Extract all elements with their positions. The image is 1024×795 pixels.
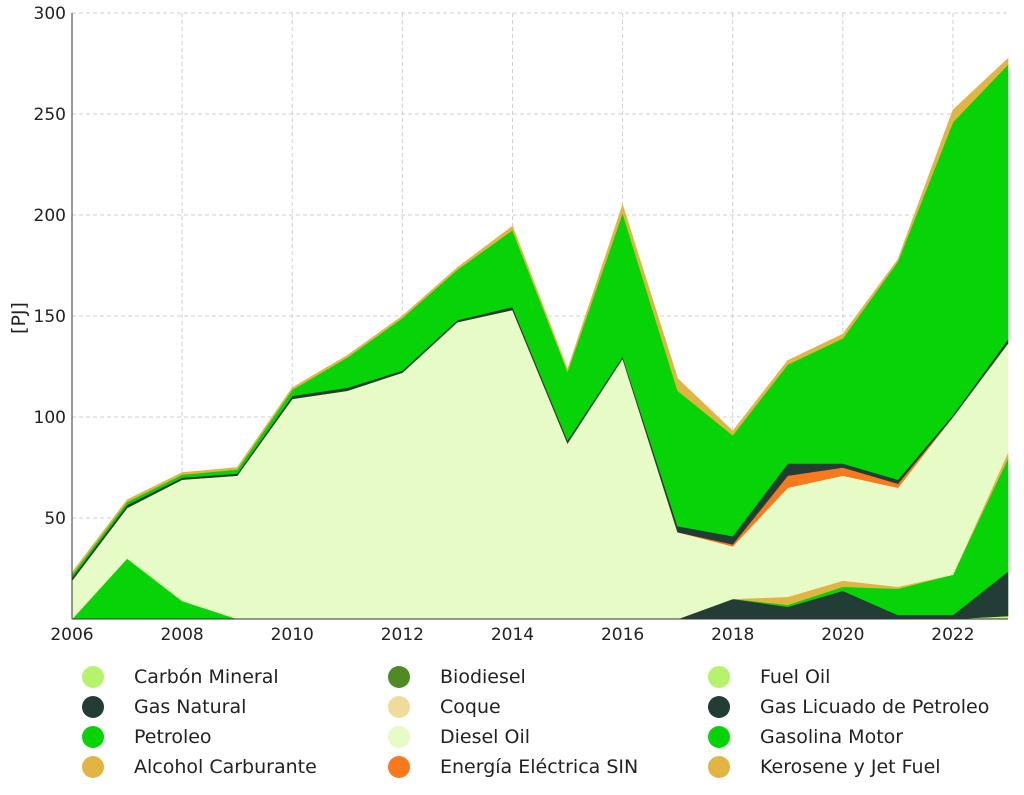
legend-label: Gas Licuado de Petroleo: [760, 696, 990, 718]
area-kerosene-y-jet-fuel: [71, 57, 1009, 576]
axes: 2006 2008 2010 2012 2014 2016 2018 2020 2022 50 10…: [34, 4, 1008, 645]
legend-label: Alcohol Carburante: [134, 756, 317, 778]
y-tick-label: 100: [34, 408, 66, 428]
legend-item: Gas Licuado de Petroleo: [708, 692, 989, 722]
x-tick-label: 2020: [821, 625, 864, 645]
legend-item: Biodiesel: [388, 662, 526, 692]
y-axis-label: [PJ]: [8, 302, 30, 334]
legend-swatch: [82, 696, 104, 718]
legend-item: Carbón Mineral: [82, 662, 279, 692]
legend-item: Petroleo: [82, 722, 212, 752]
x-tick-label: 2010: [271, 625, 314, 645]
x-tick-label: 2006: [50, 625, 93, 645]
legend-swatch: [82, 726, 104, 748]
x-tick-label: 2022: [931, 625, 974, 645]
legend-item: Gasolina Motor: [708, 722, 903, 752]
legend-item: Gas Natural: [82, 692, 246, 722]
legend-label: Petroleo: [134, 726, 212, 748]
legend: Carbón Mineral Biodiesel Fuel Oil Gas Natur…: [0, 660, 1024, 790]
legend-label: Fuel Oil: [760, 666, 831, 688]
y-tick-label: 150: [34, 307, 66, 327]
legend-label: Carbón Mineral: [134, 666, 279, 688]
legend-label: Diesel Oil: [440, 726, 531, 748]
legend-swatch: [388, 756, 410, 778]
legend-swatch: [388, 696, 410, 718]
y-tick-label: 50: [44, 509, 66, 529]
legend-swatch: [708, 756, 730, 778]
legend-swatch: [388, 726, 410, 748]
legend-label: Gasolina Motor: [760, 726, 904, 748]
legend-label: Kerosene y Jet Fuel: [760, 756, 941, 778]
legend-item: Fuel Oil: [708, 662, 830, 692]
legend-swatch: [708, 666, 730, 688]
legend-swatch: [708, 726, 730, 748]
series-areas: [71, 57, 1009, 620]
legend-label: Biodiesel: [440, 666, 526, 688]
legend-swatch: [82, 756, 104, 778]
legend-label: Gas Natural: [134, 696, 247, 718]
y-tick-label: 200: [34, 206, 66, 226]
legend-item: Alcohol Carburante: [82, 752, 317, 782]
legend-swatch: [388, 666, 410, 688]
x-tick-label: 2012: [381, 625, 424, 645]
legend-item: Coque: [388, 692, 501, 722]
y-tick-label: 300: [34, 4, 66, 24]
y-tick-label: 250: [34, 105, 66, 125]
x-tick-label: 2016: [601, 625, 644, 645]
legend-item: Diesel Oil: [388, 722, 530, 752]
legend-label: Coque: [440, 696, 501, 718]
legend-swatch: [82, 666, 104, 688]
legend-item: Kerosene y Jet Fuel: [708, 752, 941, 782]
legend-label: Energía Eléctrica SIN: [440, 756, 639, 778]
x-tick-label: 2008: [160, 625, 203, 645]
x-tick-label: 2014: [491, 625, 534, 645]
x-tick-label: 2018: [711, 625, 754, 645]
legend-item: Energía Eléctrica SIN: [388, 752, 638, 782]
stacked-area-chart: 2006 2008 2010 2012 2014 2016 2018 2020 2022 50 10…: [8, 4, 1009, 645]
legend-swatch: [708, 696, 730, 718]
